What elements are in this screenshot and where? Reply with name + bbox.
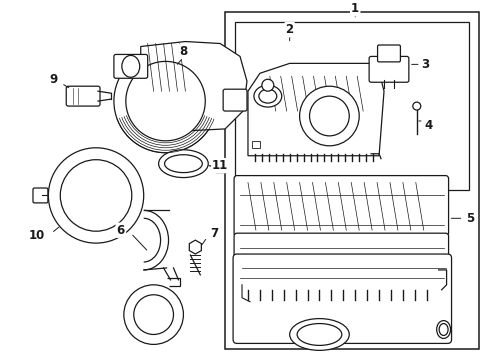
Circle shape xyxy=(60,160,132,231)
Ellipse shape xyxy=(289,319,348,350)
Text: 3: 3 xyxy=(421,58,429,71)
Circle shape xyxy=(309,96,348,136)
Text: 1: 1 xyxy=(350,2,359,15)
FancyBboxPatch shape xyxy=(66,86,100,106)
Circle shape xyxy=(114,49,217,153)
Text: 5: 5 xyxy=(466,212,473,225)
FancyBboxPatch shape xyxy=(233,254,450,343)
Circle shape xyxy=(299,86,359,146)
Text: 7: 7 xyxy=(210,227,218,240)
Ellipse shape xyxy=(253,85,281,107)
Circle shape xyxy=(134,295,173,334)
FancyBboxPatch shape xyxy=(368,57,408,82)
Ellipse shape xyxy=(436,320,449,338)
Bar xyxy=(235,22,468,190)
FancyBboxPatch shape xyxy=(234,176,447,236)
Ellipse shape xyxy=(438,324,447,336)
Circle shape xyxy=(262,79,273,91)
Text: 2: 2 xyxy=(285,23,293,36)
FancyBboxPatch shape xyxy=(234,233,447,294)
Circle shape xyxy=(412,102,420,110)
Text: 6: 6 xyxy=(117,224,125,237)
Text: 4: 4 xyxy=(424,120,432,132)
FancyBboxPatch shape xyxy=(33,188,48,203)
FancyBboxPatch shape xyxy=(114,54,147,78)
Ellipse shape xyxy=(258,89,276,103)
FancyBboxPatch shape xyxy=(377,45,400,62)
Ellipse shape xyxy=(122,55,140,77)
Bar xyxy=(224,12,478,349)
Circle shape xyxy=(125,62,205,141)
Circle shape xyxy=(48,148,143,243)
Polygon shape xyxy=(247,63,383,156)
Ellipse shape xyxy=(297,324,341,345)
FancyBboxPatch shape xyxy=(215,163,226,172)
Circle shape xyxy=(123,285,183,345)
Bar xyxy=(251,141,259,148)
Ellipse shape xyxy=(158,150,208,177)
Ellipse shape xyxy=(164,155,202,172)
Polygon shape xyxy=(141,41,246,131)
FancyBboxPatch shape xyxy=(223,89,246,111)
Text: 8: 8 xyxy=(179,45,187,58)
Text: 11: 11 xyxy=(212,159,228,172)
Text: 10: 10 xyxy=(28,229,44,242)
Text: 9: 9 xyxy=(49,73,58,86)
